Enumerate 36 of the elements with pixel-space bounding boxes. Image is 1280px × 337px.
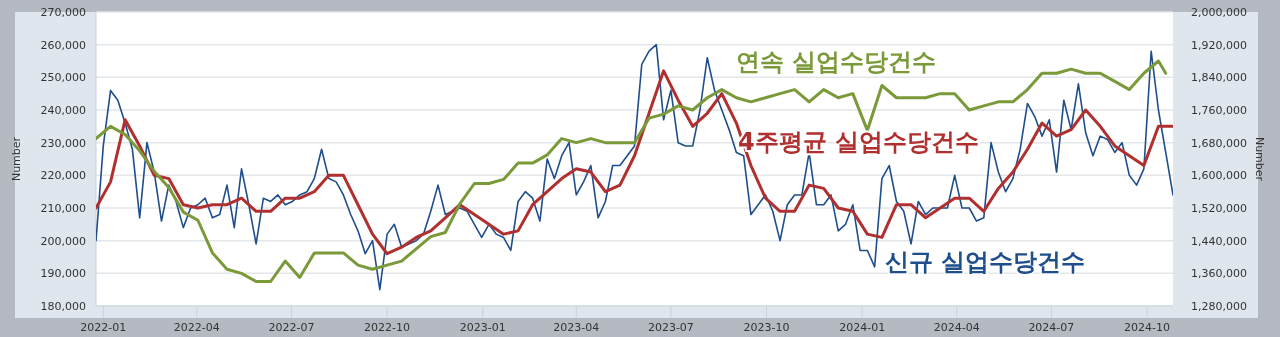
y2-tick-label: 1,280,000 [1191, 299, 1247, 313]
y-tick-label: 240,000 [40, 103, 86, 117]
y-tick-label: 230,000 [40, 136, 86, 150]
series-label: 연속 실업수당건수 [736, 48, 937, 76]
y2-tick-label: 1,440,000 [1191, 234, 1247, 248]
x-tick-label: 2024-10 [1124, 321, 1170, 334]
y-tick-label: 200,000 [40, 234, 86, 248]
y-axis-title: Number [10, 136, 23, 182]
y2-tick-label: 1,600,000 [1191, 169, 1247, 183]
y2-tick-label: 1,840,000 [1191, 71, 1247, 85]
y2-tick-label: 1,520,000 [1191, 201, 1247, 215]
y-tick-label: 250,000 [40, 71, 86, 85]
x-tick-label: 2023-04 [553, 321, 600, 334]
y2-tick-label: 2,000,000 [1191, 5, 1247, 19]
x-tick-label: 2022-01 [80, 321, 127, 334]
x-tick-label: 2023-10 [743, 321, 790, 334]
x-tick-label: 2022-07 [268, 321, 315, 334]
x-tick-label: 2024-01 [839, 321, 886, 334]
x-tick-label: 2024-07 [1028, 321, 1075, 334]
series-label: 신규 실업수당건수 [885, 248, 1086, 276]
y-tick-label: 210,000 [40, 201, 86, 215]
y-tick-label: 190,000 [40, 267, 86, 281]
y2-axis-title: Number [1253, 136, 1266, 182]
x-tick-label: 2024-04 [933, 321, 980, 334]
y-tick-label: 180,000 [40, 299, 86, 313]
y2-tick-label: 1,680,000 [1191, 136, 1247, 150]
x-tick-label: 2022-10 [364, 321, 411, 334]
y-tick-label: 220,000 [40, 169, 86, 183]
x-tick-label: 2023-07 [647, 321, 694, 334]
y2-tick-label: 1,760,000 [1191, 103, 1247, 117]
y-tick-label: 270,000 [40, 5, 86, 19]
x-tick-label: 2023-01 [459, 321, 506, 334]
x-tick-label: 2022-04 [173, 321, 220, 334]
y2-tick-label: 1,360,000 [1191, 267, 1247, 281]
y2-tick-label: 1,920,000 [1191, 38, 1247, 52]
y-tick-label: 260,000 [40, 38, 86, 52]
